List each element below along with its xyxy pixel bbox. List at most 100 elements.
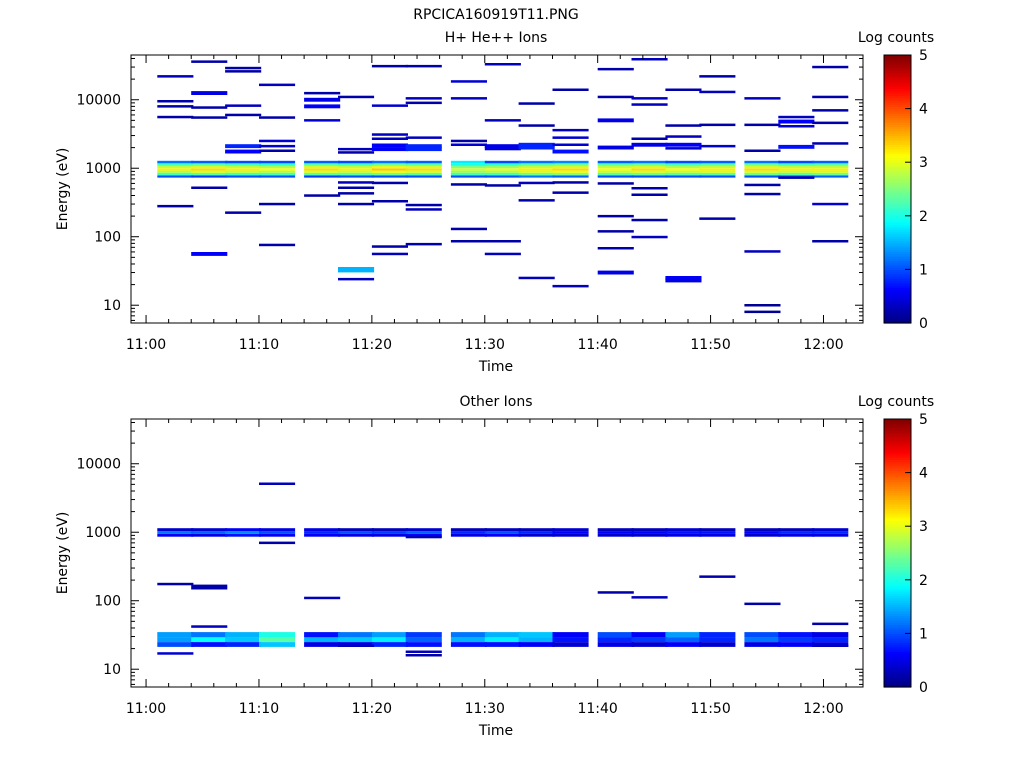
colorbar-swatch — [884, 61, 911, 65]
heatmap-cell — [699, 533, 736, 537]
heatmap-cell — [450, 97, 487, 100]
heatmap-cell — [191, 528, 228, 532]
heatmap-cell — [157, 204, 194, 208]
heatmap-cell — [371, 170, 408, 173]
heatmap-cell — [191, 587, 228, 590]
heatmap-cell — [518, 175, 555, 178]
heatmap-cell — [665, 88, 702, 91]
colorbar-swatch — [884, 264, 911, 268]
colorbar-swatch — [884, 622, 911, 626]
colorbar-swatch — [884, 452, 911, 456]
heatmap-cell — [405, 533, 442, 537]
heatmap-cell — [259, 83, 296, 87]
colorbar-swatch — [884, 164, 911, 168]
heatmap-cell — [665, 632, 702, 638]
heatmap-cell — [812, 175, 849, 178]
heatmap-cell — [338, 151, 375, 154]
colorbar-swatch — [884, 617, 911, 621]
heatmap-cell — [518, 168, 555, 171]
heatmap-cell — [371, 163, 408, 166]
heatmap-cell — [225, 531, 262, 534]
heatmap-cell — [304, 168, 341, 171]
heatmap-cell — [665, 175, 702, 178]
heatmap-cell — [405, 535, 442, 539]
colorbar-swatch — [884, 81, 911, 85]
heatmap-cell — [259, 632, 296, 638]
colorbar-swatch — [884, 166, 911, 170]
colorbar-swatch — [884, 541, 911, 545]
colorbar-swatch — [884, 309, 911, 313]
heatmap-cell — [225, 165, 262, 169]
y-axis-ticks: 10 100 1000 10000 — [76, 58, 863, 321]
colorbar-swatch — [884, 611, 911, 614]
colorbar-swatch — [884, 106, 911, 110]
heatmap-cell — [778, 642, 815, 647]
heatmap-cell — [450, 160, 487, 164]
colorbar-swatch — [884, 305, 911, 308]
heatmap-cell — [812, 160, 849, 164]
colorbar-swatch — [884, 510, 911, 514]
heatmap-cell — [631, 632, 668, 638]
y-tick-label: 10 — [103, 662, 121, 678]
heatmap-cell — [552, 143, 589, 146]
heatmap-cell — [699, 163, 736, 166]
colorbar-swatch — [884, 477, 911, 480]
heatmap-cell — [338, 163, 375, 166]
colorbar-swatch — [884, 251, 911, 255]
heatmap-cell — [778, 170, 815, 173]
heatmap-cell — [665, 533, 702, 537]
colorbar-swatch — [884, 211, 911, 215]
colorbar-swatch — [884, 258, 911, 262]
colorbar-swatch — [884, 177, 911, 181]
heatmap-cell — [450, 165, 487, 169]
colorbar-swatch — [884, 506, 911, 509]
colorbar-swatch — [884, 555, 911, 559]
heatmap-cell — [450, 139, 487, 143]
x-tick-label: 11:40 — [577, 701, 617, 717]
heatmap-cell — [304, 175, 341, 178]
colorbar-swatch — [884, 515, 911, 518]
heatmap-cell — [744, 310, 781, 314]
colorbar-swatch — [884, 162, 911, 166]
heatmap-cell — [191, 172, 228, 176]
heatmap-cell — [518, 533, 555, 537]
heatmap-cell — [665, 276, 702, 280]
colorbar-swatch — [884, 604, 911, 608]
heatmap-cell — [699, 75, 736, 78]
heatmap-cell — [552, 128, 589, 132]
heatmap-cell — [665, 142, 702, 147]
heatmap-cell — [259, 202, 296, 206]
heatmap-cell — [484, 165, 521, 169]
heatmap-cell — [450, 227, 487, 231]
heatmap-cell — [665, 531, 702, 534]
heatmap-cell — [699, 172, 736, 176]
heatmap-cell — [338, 160, 375, 164]
heatmap-cell — [157, 163, 194, 166]
heatmap-cell — [744, 531, 781, 534]
heatmap-cell — [744, 304, 781, 307]
colorbar-swatch — [884, 200, 911, 203]
heatmap-cell — [225, 104, 262, 107]
colorbar-swatch — [884, 256, 911, 259]
heatmap-cell — [259, 170, 296, 173]
heatmap-cell — [259, 144, 296, 148]
colorbar-swatch — [884, 88, 911, 92]
heatmap-cell — [225, 113, 262, 117]
colorbar-swatch — [884, 671, 911, 675]
heatmap-cell — [812, 142, 849, 145]
heatmap-cell — [225, 637, 262, 642]
heatmap-cell — [338, 186, 375, 189]
x-tick-label: 11:00 — [126, 337, 166, 353]
heatmap-cell — [157, 165, 194, 169]
heatmap-cell — [405, 642, 442, 647]
colorbar-swatch — [884, 55, 911, 58]
colorbar-swatch — [884, 202, 911, 206]
heatmap-cell — [225, 175, 262, 178]
heatmap-cell — [371, 175, 408, 178]
colorbar-swatch — [884, 660, 911, 664]
heatmap-cell — [744, 97, 781, 100]
colorbar-swatch — [884, 481, 911, 485]
x-tick-label: 11:10 — [239, 337, 279, 353]
heatmap-cell — [371, 637, 408, 642]
